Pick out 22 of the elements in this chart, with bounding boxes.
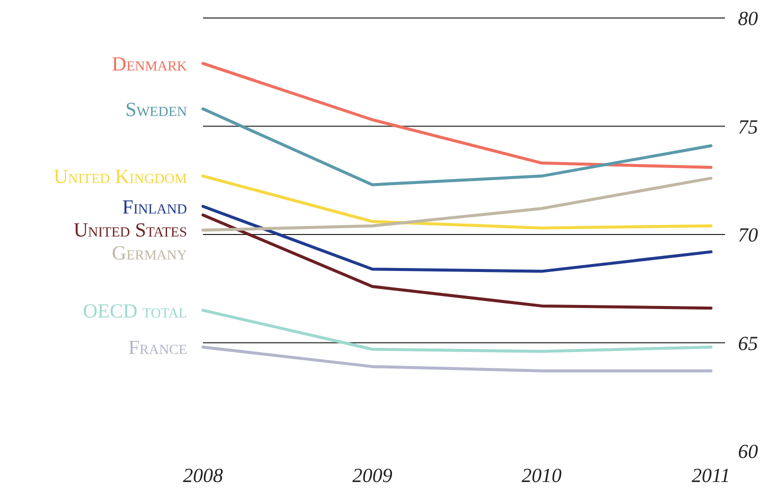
- series-label: OECD total: [83, 300, 187, 322]
- series-label: Germany: [112, 242, 187, 264]
- x-tick-label: 2011: [692, 465, 730, 487]
- x-tick-label: 2008: [183, 465, 223, 487]
- y-tick-label: 65: [738, 332, 758, 355]
- line-series: [202, 308, 712, 353]
- series-label: Sweden: [125, 98, 187, 121]
- series-label: United States: [74, 219, 187, 242]
- x-tick-label: 2010: [522, 465, 562, 487]
- y-tick-label: 80: [738, 8, 758, 30]
- y-tick-label: 60: [738, 441, 758, 463]
- series-label: France: [128, 337, 187, 360]
- y-tick-label: 70: [738, 224, 758, 246]
- line-series: [202, 107, 712, 186]
- line-series: [202, 62, 712, 169]
- series-label: Finland: [122, 196, 187, 218]
- series-label: Denmark: [112, 53, 187, 76]
- series-label: United Kingdom: [54, 166, 188, 188]
- x-tick-label: 2009: [352, 465, 392, 487]
- line-series: [202, 214, 712, 310]
- line-series: [202, 204, 712, 273]
- y-tick-label: 75: [738, 116, 758, 138]
